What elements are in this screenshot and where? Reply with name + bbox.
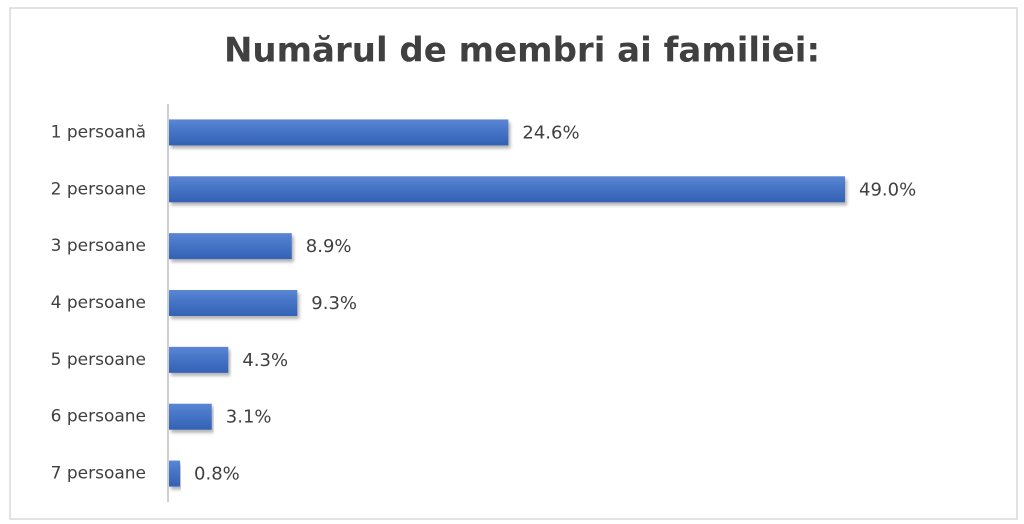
bar — [169, 460, 181, 487]
data-label: 3.1% — [226, 407, 272, 428]
bar — [169, 119, 509, 146]
data-label: 0.8% — [194, 464, 240, 485]
data-label: 49.0% — [859, 179, 916, 200]
category-label: 5 persoane — [51, 350, 146, 370]
category-label: 4 persoane — [51, 293, 146, 313]
data-label: 4.3% — [242, 350, 288, 371]
bar — [169, 403, 212, 430]
data-label: 9.3% — [311, 293, 357, 314]
chart-frame — [9, 7, 1018, 520]
data-label: 8.9% — [306, 236, 352, 257]
category-label: 6 persoane — [51, 407, 146, 427]
bar — [169, 346, 229, 373]
category-label: 2 persoane — [51, 179, 146, 199]
category-label: 3 persoane — [51, 236, 146, 256]
chart-title: Numărul de membri ai familiei: — [224, 31, 820, 71]
bar — [169, 233, 292, 260]
bar — [169, 290, 298, 316]
data-label: 24.6% — [522, 122, 579, 143]
category-label: 7 persoane — [51, 464, 146, 484]
category-label: 1 persoană — [51, 122, 146, 142]
bar — [169, 176, 845, 203]
